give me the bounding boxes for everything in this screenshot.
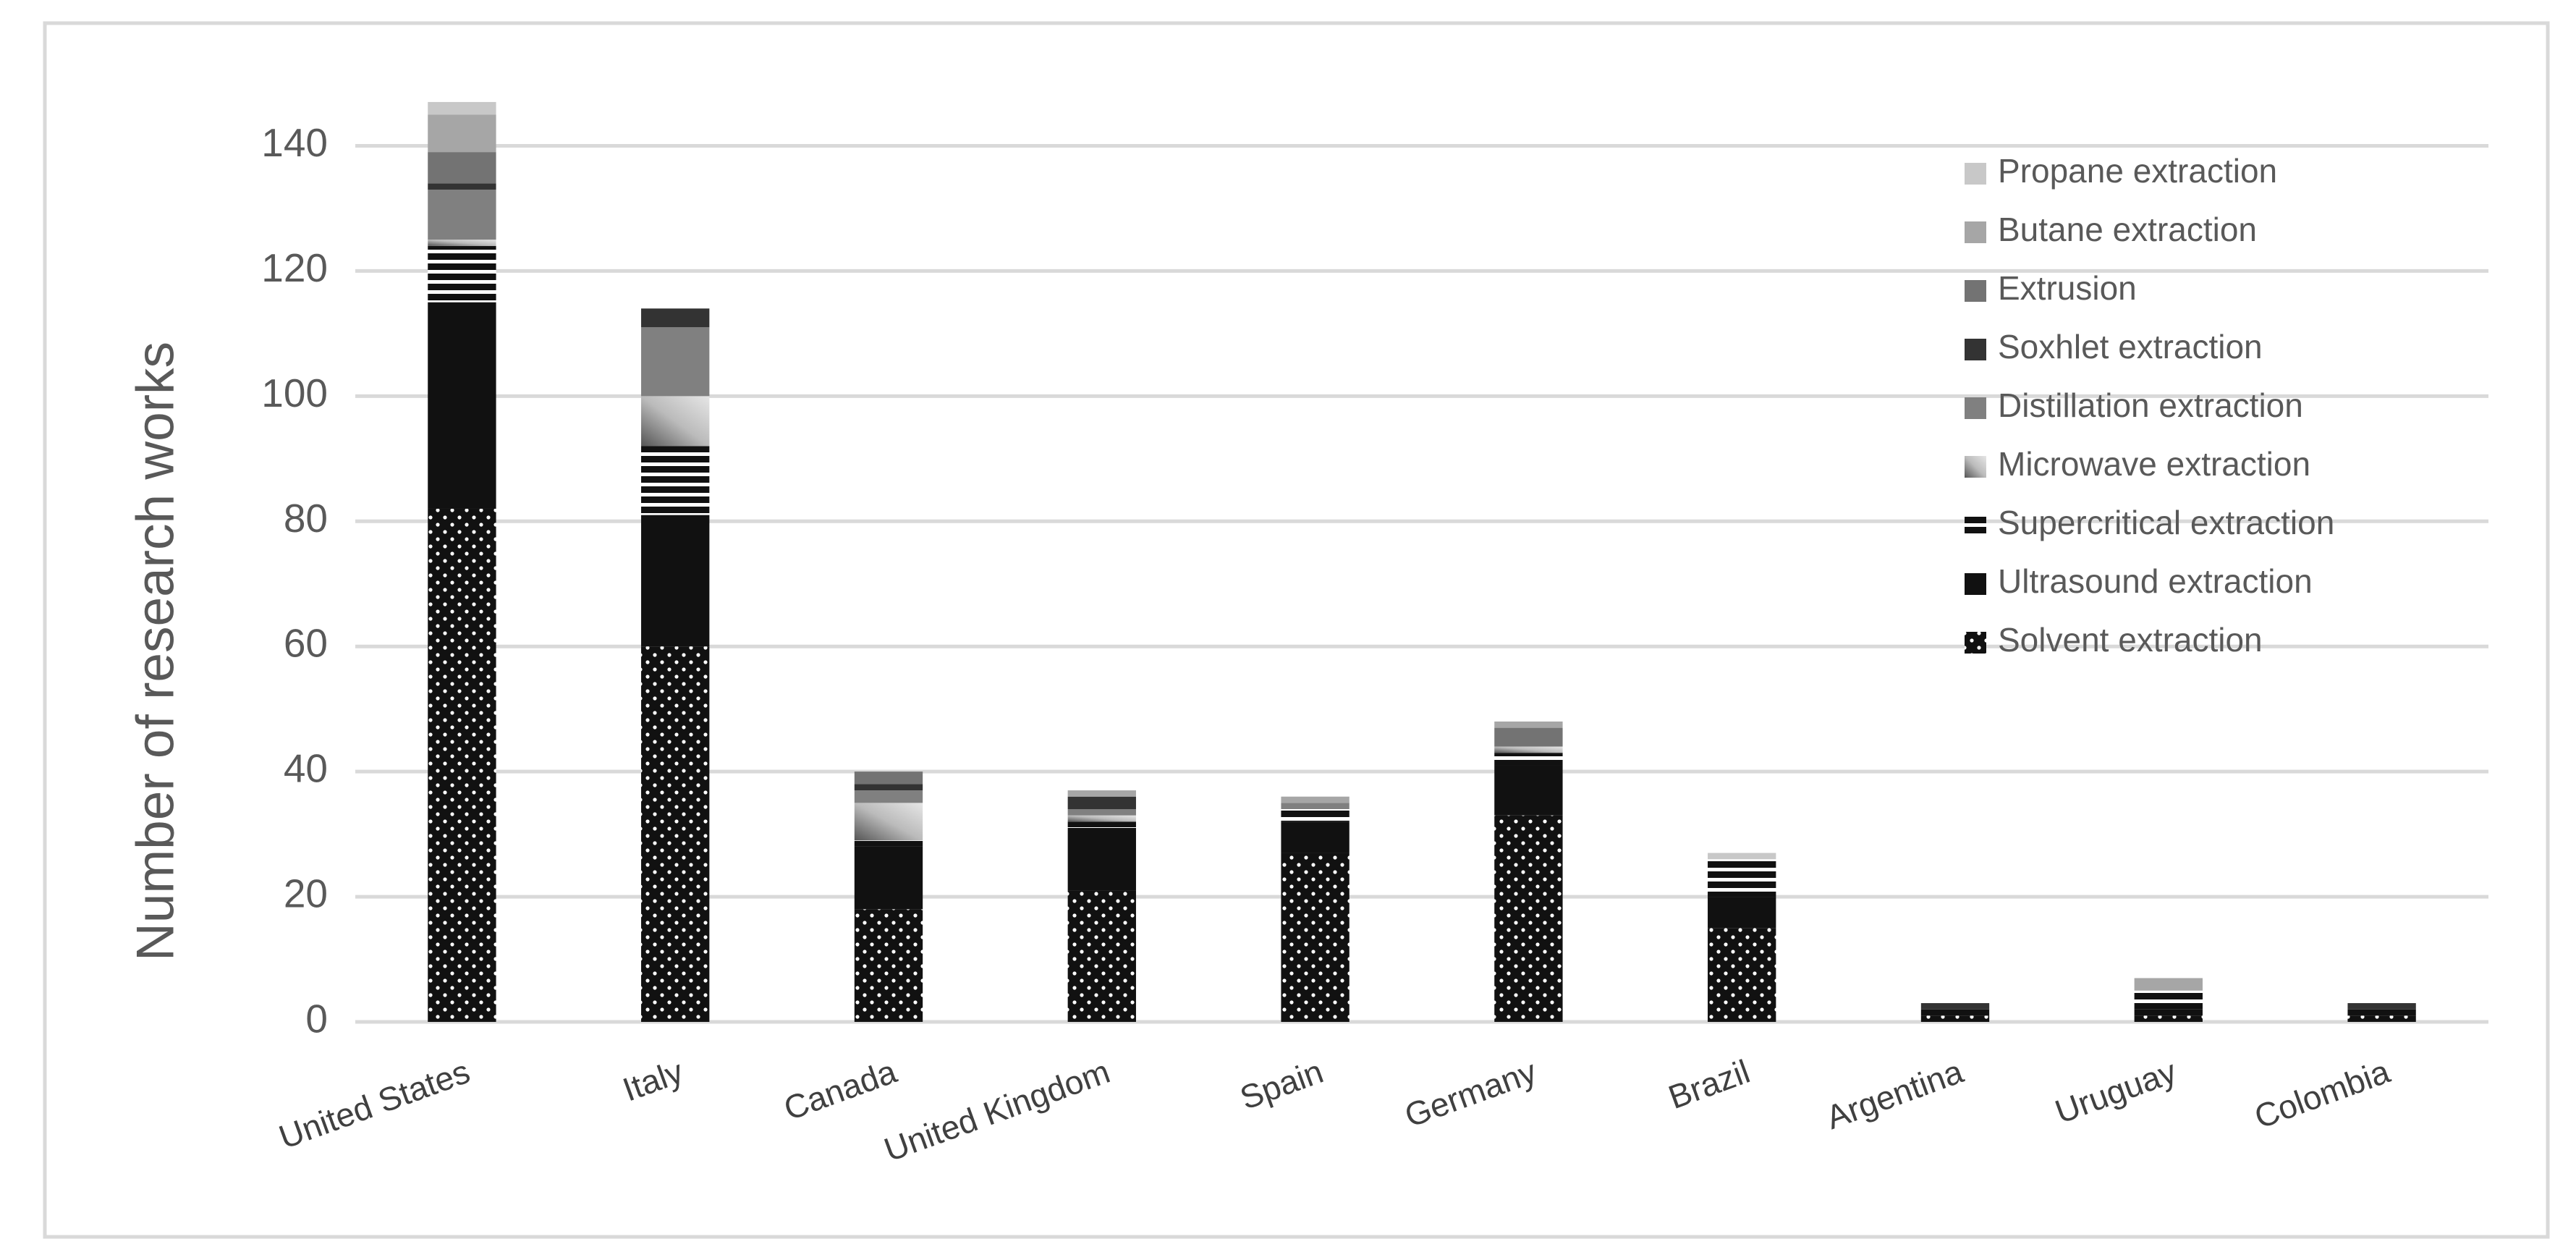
bar-segment — [854, 803, 923, 841]
bar-segment — [641, 396, 710, 447]
bar-segment — [1708, 928, 1776, 1022]
legend-label: Microwave extraction — [1998, 445, 2310, 483]
bar-segment — [428, 183, 496, 190]
bar-segment — [1708, 859, 1776, 897]
bar-segment — [1067, 815, 1136, 822]
bar-segment — [1067, 809, 1136, 816]
bar-segment — [641, 646, 710, 1022]
bar-segment — [1067, 796, 1136, 810]
bar-segment — [1067, 790, 1136, 797]
bar-segment — [2134, 978, 2203, 991]
bar-segment — [641, 327, 710, 397]
bar-segment — [1281, 809, 1350, 822]
bar-segment — [1494, 765, 1563, 816]
bar-segment — [2134, 1015, 2203, 1022]
legend-label: Ultrasound extraction — [1998, 562, 2313, 600]
bar-segment — [1281, 796, 1350, 803]
bar-segment — [1281, 853, 1350, 1022]
bar-segment — [641, 308, 710, 328]
legend-label: Distillation extraction — [1998, 386, 2303, 424]
y-tick-label: 20 — [284, 871, 328, 916]
y-tick-label: 40 — [284, 746, 328, 791]
bar-segment — [428, 152, 496, 184]
legend-swatch — [1965, 221, 1986, 243]
legend-swatch — [1965, 280, 1986, 302]
bar-segment — [428, 508, 496, 1022]
y-tick-label: 140 — [261, 120, 328, 165]
legend-label: Extrusion — [1998, 269, 2137, 307]
y-tick-label: 80 — [284, 496, 328, 541]
bar-segment — [428, 245, 496, 303]
bar-segment — [428, 114, 496, 153]
bar-segment — [1494, 727, 1563, 747]
legend-swatch — [1965, 515, 1986, 536]
bar-segment — [2347, 1003, 2416, 1010]
bar-segment — [1494, 746, 1563, 753]
bar-segment — [428, 240, 496, 246]
bar-segment — [1920, 1003, 1990, 1010]
bar-segment — [1920, 1009, 1990, 1016]
legend-swatch — [1965, 397, 1986, 419]
legend-swatch — [1965, 632, 1986, 654]
bar-segment — [1281, 821, 1350, 853]
legend-label: Propane extraction — [1998, 152, 2277, 190]
bar-segment — [854, 790, 923, 803]
y-tick-label: 120 — [261, 245, 328, 290]
bar-segment — [1281, 803, 1350, 810]
bar-segment — [854, 840, 923, 847]
legend-swatch — [1965, 573, 1986, 595]
bar-segment — [1708, 897, 1776, 929]
bar-segment — [854, 784, 923, 791]
legend-label: Soxhlet extraction — [1998, 328, 2263, 365]
legend-swatch — [1965, 163, 1986, 185]
bar-segment — [1494, 753, 1563, 766]
bar-segment — [1067, 821, 1136, 828]
bar-segment — [2347, 1015, 2416, 1022]
bar-segment — [1067, 890, 1136, 1022]
bar-segment — [1708, 853, 1776, 860]
legend-label: Butane extraction — [1998, 211, 2257, 248]
bar-segment — [2134, 1009, 2203, 1016]
bar-segment — [428, 189, 496, 240]
bar-segment — [428, 101, 496, 115]
bar-segment — [854, 846, 923, 910]
bar-segment — [1920, 1015, 1990, 1022]
y-tick-label: 60 — [284, 621, 328, 666]
legend-label: Supercritical extraction — [1998, 504, 2334, 541]
legend-swatch — [1965, 339, 1986, 360]
y-tick-label: 100 — [261, 371, 328, 415]
legend-swatch — [1965, 456, 1986, 478]
bar-segment — [854, 771, 923, 785]
bar-segment — [2347, 1009, 2416, 1016]
bar-segment — [854, 909, 923, 1022]
bar-segment — [1494, 721, 1563, 728]
bar-segment — [1067, 827, 1136, 891]
bar-segment — [1494, 815, 1563, 1022]
bar-segment — [2134, 990, 2203, 1010]
y-axis-title: Number of research works — [126, 342, 185, 961]
legend-label: Solvent extraction — [1998, 621, 2263, 659]
bar-segment — [641, 446, 710, 515]
bar-segment — [428, 302, 496, 509]
bar-segment — [641, 515, 710, 647]
y-tick-label: 0 — [305, 997, 328, 1041]
